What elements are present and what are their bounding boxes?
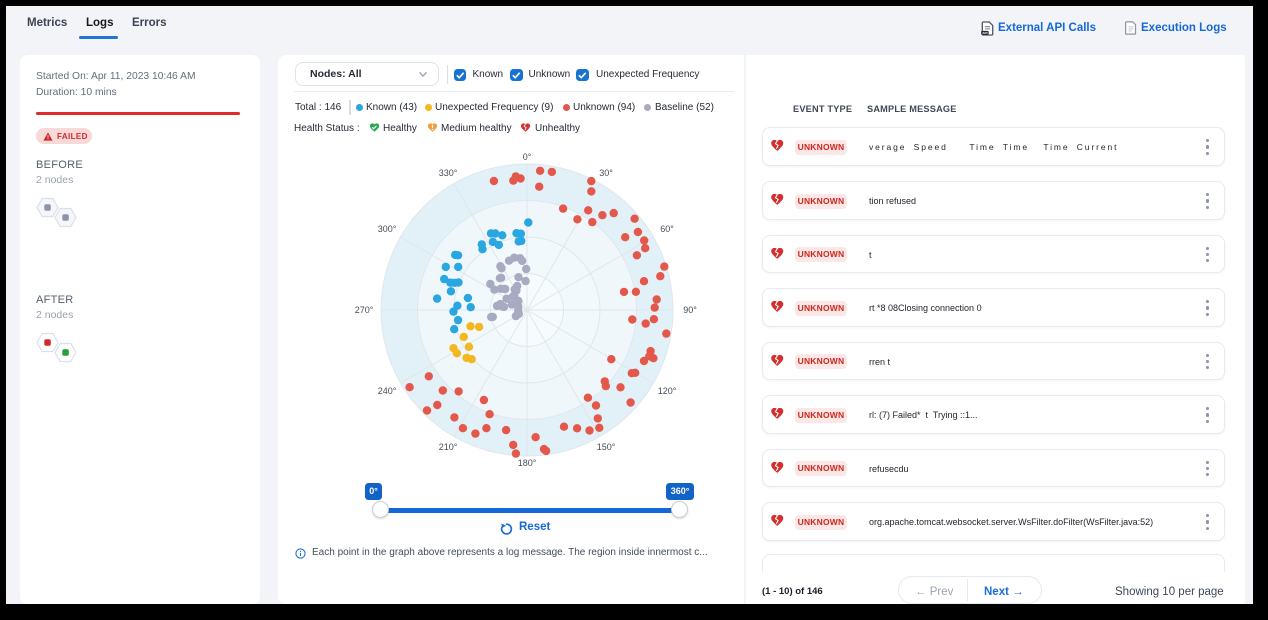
svg-text:API: API [982,31,987,35]
svg-text:120°: 120° [658,386,677,396]
svg-text:30°: 30° [599,168,613,178]
svg-text:330°: 330° [439,168,458,178]
svg-text:210°: 210° [439,442,458,452]
svg-text:180°: 180° [518,458,537,468]
svg-text:270°: 270° [355,305,374,315]
svg-text:240°: 240° [378,386,397,396]
svg-text:0°: 0° [523,152,532,162]
svg-text:300°: 300° [378,224,397,234]
svg-text:90°: 90° [683,305,697,315]
svg-text:150°: 150° [597,442,616,452]
svg-text:60°: 60° [660,224,674,234]
